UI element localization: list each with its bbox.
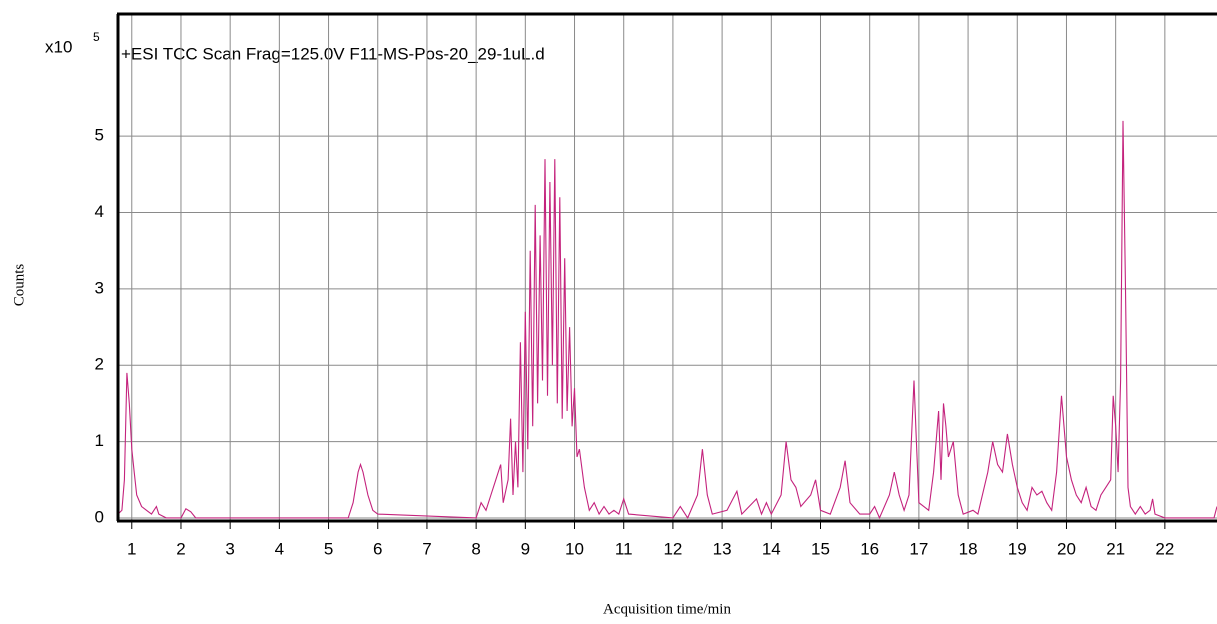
x-tick-label: 13 [713,539,732,558]
y-scale-label: x10 [45,37,72,56]
y-tick-label: 1 [95,431,104,450]
x-tick-label: 20 [1057,539,1076,558]
trace-line [118,120,1217,520]
x-tick-label: 6 [373,539,382,558]
x-tick-label: 17 [909,539,928,558]
x-tick-label: 15 [811,539,830,558]
y-axis-label: Counts [11,264,27,307]
x-tick-label: 18 [959,539,978,558]
x-tick-label: 22 [1155,539,1174,558]
y-tick-label: 4 [95,202,104,221]
x-tick-label: 10 [565,539,584,558]
plot-area [118,120,1217,520]
x-tick-label: 4 [275,539,284,558]
x-tick-label: 3 [225,539,234,558]
x-tick-label: 5 [324,539,333,558]
x-tick-label: 8 [471,539,480,558]
y-tick-label: 3 [95,278,104,297]
x-tick-label: 9 [521,539,530,558]
x-tick-label: 11 [615,539,633,558]
x-tick-label: 1 [127,539,136,558]
x-tick-label: 21 [1106,539,1125,558]
x-tick-label: 19 [1008,539,1027,558]
chart-title: +ESI TCC Scan Frag=125.0V F11-MS-Pos-20_… [121,44,545,63]
x-tick-label: 12 [663,539,682,558]
x-tick-label: 7 [422,539,431,558]
y-tick-label: 5 [95,126,104,145]
y-tick-label: 2 [95,355,104,374]
x-tick-label: 14 [762,539,781,558]
y-scale-exponent: 5 [93,30,100,44]
x-tick-label: 2 [176,539,185,558]
y-tick-label: 0 [95,507,104,526]
x-tick-label: 16 [860,539,879,558]
x-axis-label: Acquisition time/min [603,601,731,617]
